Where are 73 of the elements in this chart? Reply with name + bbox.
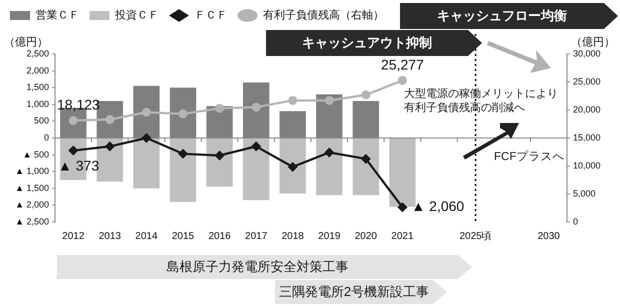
point	[288, 96, 298, 105]
y-tick-label: ▲ 1,500	[15, 182, 49, 193]
point	[324, 147, 334, 158]
y-tick-label: 500	[34, 116, 49, 126]
y2-tick-label: 20,000	[573, 104, 601, 114]
point	[360, 154, 371, 164]
y-tick-label: 0	[44, 132, 49, 142]
y2-tick-label: 25,000	[573, 76, 601, 86]
y-tick-label: ▲ 1,000	[15, 166, 49, 176]
y-tick-label: 1,500	[26, 82, 49, 92]
annotation: 大型電源の稼働メリットにより有利子負債残高の削減へ	[404, 88, 559, 116]
text: キャッシュアウト抑制	[301, 34, 433, 52]
x-tick-label: 2015	[172, 230, 195, 242]
x-tick-label: 2016	[208, 230, 232, 242]
bar	[96, 138, 124, 182]
point	[104, 141, 115, 152]
point	[68, 146, 78, 156]
text: キャッシュフロー均衡	[436, 6, 568, 25]
bar	[280, 138, 306, 194]
x-tick-label: 2019	[318, 230, 341, 242]
point	[361, 90, 370, 100]
data-label: 18,123	[56, 96, 100, 112]
y-tick-label: 1,000	[26, 98, 49, 109]
point	[178, 148, 188, 159]
y2-tick-label: 15,000	[573, 132, 601, 142]
legend-label: ＦＣＦ	[194, 10, 228, 22]
point	[141, 133, 152, 143]
point	[251, 141, 262, 152]
annotation: ▲ 373	[58, 157, 100, 174]
annotation: FCFプラスへ	[494, 150, 566, 164]
bar	[206, 138, 233, 187]
y-tick-label: ▲ 500	[22, 149, 49, 160]
x-tick-label: 2012	[62, 230, 85, 242]
y-tick-label: ▲ 2,500	[15, 216, 49, 226]
y-tick-label: 2,500	[26, 48, 49, 58]
y-tick-label: ▲ 2,000	[15, 200, 49, 210]
data-label: 25,277	[381, 56, 424, 72]
x-tick-label: 2030	[538, 230, 560, 242]
bar	[170, 138, 196, 202]
y2-axis-title: （億円）	[571, 36, 615, 49]
point	[214, 150, 225, 160]
bar	[389, 138, 416, 207]
legend-label: 有利子負債残高（右軸）	[263, 8, 384, 22]
y2-tick-label: 0	[573, 216, 578, 226]
y2-tick-label: 30,000	[573, 48, 601, 58]
bar	[133, 138, 160, 188]
x-tick-label: 2025頃	[459, 230, 492, 242]
x-tick-label: 2014	[135, 230, 158, 242]
point	[288, 162, 298, 172]
point	[397, 202, 408, 212]
point	[178, 109, 188, 118]
point	[252, 102, 261, 112]
y-tick-label: 2,000	[26, 65, 49, 76]
point	[324, 96, 334, 105]
point	[215, 104, 224, 113]
x-tick-label: 2020	[354, 230, 378, 242]
bar	[242, 138, 270, 200]
x-tick-label: 2017	[245, 230, 268, 242]
x-tick-label: 2018	[282, 230, 304, 242]
bar	[352, 138, 380, 196]
y-axis-title: （億円）	[4, 36, 48, 49]
legend-label: 投資ＣＦ	[114, 10, 159, 22]
x-tick-label: 2021	[391, 230, 414, 242]
x-tick-label: 2013	[98, 230, 122, 242]
bar	[316, 138, 342, 196]
legend-label: 営業ＣＦ	[36, 8, 80, 22]
y2-tick-label: 5,000	[573, 188, 596, 198]
annotation: ▲ 2,060	[411, 198, 464, 214]
point	[142, 108, 151, 117]
text: 三隅発電所2号機新設工事	[278, 282, 430, 301]
text: 島根原子力発電所安全対策工事	[166, 258, 350, 276]
point	[398, 76, 407, 85]
y2-tick-label: 10,000	[573, 160, 601, 170]
